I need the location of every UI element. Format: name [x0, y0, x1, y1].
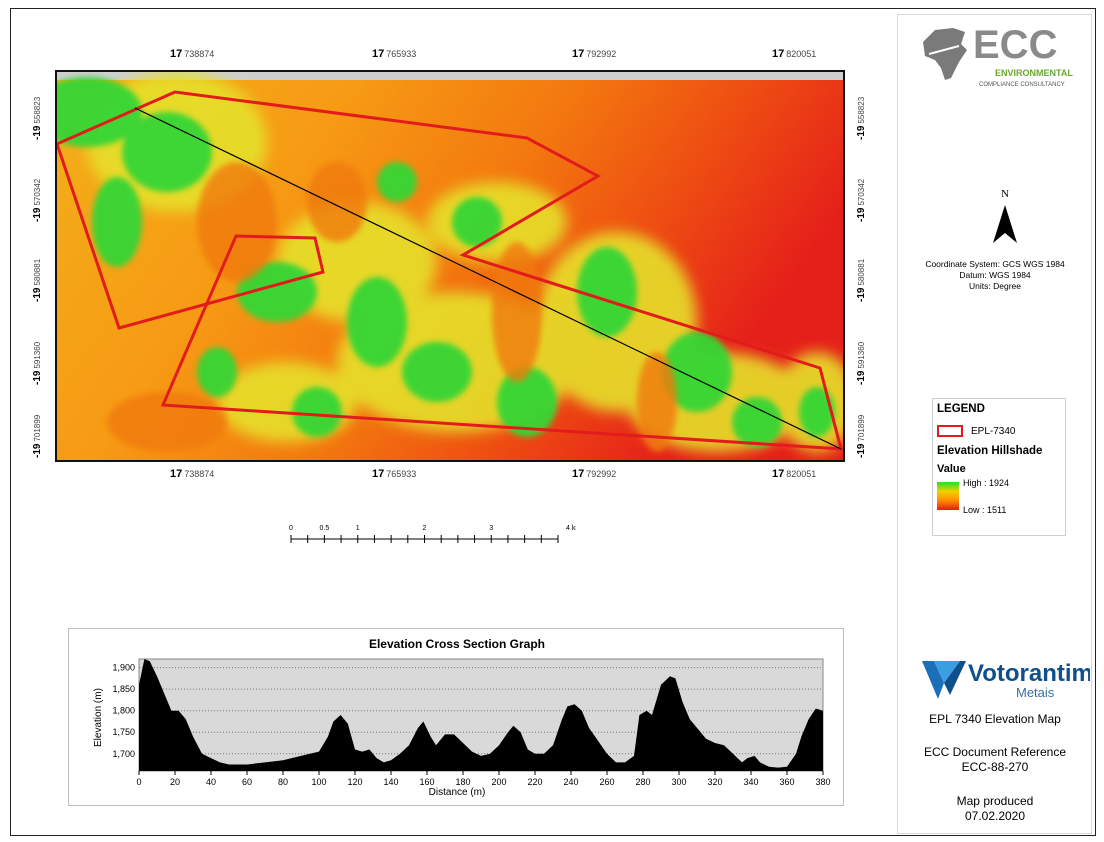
x-tick-label: 100 — [311, 777, 326, 787]
epl-legend-swatch — [937, 425, 963, 437]
bottom-coordinate-tick: 17 738874 — [170, 468, 215, 480]
right-coordinate-tick: -19580881 — [856, 258, 867, 302]
coordinate-info: Coordinate System: GCS WGS 1984 Datum: W… — [905, 259, 1085, 292]
y-tick-label: 1,700 — [112, 749, 135, 759]
right-coordinate-tick: -19701899 — [856, 414, 867, 458]
doc-ref: ECC-88-270 — [961, 760, 1029, 774]
x-tick-label: 220 — [527, 777, 542, 787]
left-coordinate-tick: -19591360 — [32, 341, 43, 385]
x-tick-label: 300 — [671, 777, 686, 787]
bottom-coordinate-tick: 17 765933 — [372, 468, 417, 480]
elevation-raster — [57, 72, 843, 460]
x-axis-label: Distance (m) — [428, 787, 486, 798]
x-tick-label: 0 — [136, 777, 141, 787]
right-coordinate-tick: -19558823 — [856, 96, 867, 140]
x-tick-label: 360 — [779, 777, 794, 787]
north-arrow-icon: N — [990, 185, 1020, 250]
x-tick-label: 260 — [599, 777, 614, 787]
left-coordinate-tick: -19701899 — [32, 414, 43, 458]
cross-section-line — [134, 107, 842, 450]
x-tick-label: 200 — [491, 777, 506, 787]
left-coordinate-tick: -19580881 — [32, 258, 43, 302]
layer-title: Elevation Hillshade — [937, 445, 1043, 457]
x-tick-label: 180 — [455, 777, 470, 787]
y-tick-label: 1,750 — [112, 727, 135, 737]
bottom-coordinate-tick: 17 792992 — [572, 468, 617, 480]
y-axis-label: Elevation (m) — [93, 688, 104, 747]
x-tick-label: 320 — [707, 777, 722, 787]
bottom-coordinate-tick: 17 820051 — [772, 468, 817, 480]
map-title: EPL 7340 Elevation Map — [929, 712, 1061, 726]
ecc-logo-text: ECC — [973, 23, 1057, 67]
value-label: Value — [937, 463, 966, 475]
left-coordinate-tick: -19558823 — [32, 96, 43, 140]
x-tick-label: 280 — [635, 777, 650, 787]
x-tick-label: 140 — [383, 777, 398, 787]
top-coordinate-tick: 17 792992 — [572, 48, 617, 60]
scale-label: 0.5 — [320, 525, 330, 532]
legend-high: High : 1924 — [963, 478, 1010, 488]
svg-text:Votorantim: Votorantim — [968, 660, 1090, 687]
info-panel — [897, 14, 1092, 834]
scale-label: 4 km — [566, 525, 576, 532]
votorantim-logo: Votorantim Metais — [920, 655, 1093, 705]
svg-text:Metais: Metais — [1016, 685, 1055, 700]
legend-title: LEGEND — [937, 403, 985, 415]
x-tick-label: 160 — [419, 777, 434, 787]
x-tick-label: 60 — [242, 777, 252, 787]
elevation-map[interactable] — [55, 70, 845, 462]
legend-low: Low : 1511 — [963, 505, 1007, 515]
x-tick-label: 80 — [278, 777, 288, 787]
x-tick-label: 40 — [206, 777, 216, 787]
scale-label: 3 — [489, 525, 493, 532]
elevation-profile-area — [139, 659, 823, 771]
x-tick-label: 380 — [815, 777, 830, 787]
top-coordinate-tick: 17 738874 — [170, 48, 215, 60]
scale-label: 2 — [423, 525, 427, 532]
top-coordinate-tick: 17 820051 — [772, 48, 817, 60]
coordinate-system: Coordinate System: GCS WGS 1984 — [925, 259, 1065, 269]
elevation-chart: 1,700 1,750 1,800 1,850 1,900 0 20 40 60 80 100 120… — [112, 658, 831, 787]
x-tick-label: 120 — [347, 777, 362, 787]
epl-legend-label: EPL-7340 — [971, 426, 1016, 437]
x-tick-label: 340 — [743, 777, 758, 787]
africa-icon — [923, 28, 967, 80]
x-tick-label: 240 — [563, 777, 578, 787]
left-coordinate-tick: -19570342 — [32, 178, 43, 222]
elevation-color-ramp — [937, 482, 959, 510]
page-frame — [10, 8, 1096, 836]
scale-label: 0 — [289, 525, 293, 532]
graph-title: Elevation Cross Section Graph — [368, 637, 546, 651]
svg-text:ENVIRONMENTAL: ENVIRONMENTAL — [995, 68, 1073, 78]
svg-text:COMPLIANCE CONSULTANCY: COMPLIANCE CONSULTANCY — [979, 82, 1065, 88]
votorantim-mark-icon — [922, 661, 944, 699]
elevation-graph: Elevation Cross Section Graph 1,700 1,750… — [68, 628, 844, 806]
right-coordinate-tick: -19591360 — [856, 341, 867, 385]
produced-date: 07.02.2020 — [964, 809, 1026, 823]
ecc-logo: ECC ENVIRONMENTAL COMPLIANCE CONSULTANCY — [915, 20, 1085, 90]
doc-ref-label: ECC Document Reference — [923, 745, 1067, 759]
x-tick-label: 20 — [170, 777, 180, 787]
scale-bar: 0 0.5 1 2 3 4 km — [286, 520, 581, 550]
y-tick-label: 1,800 — [112, 706, 135, 716]
datum: Datum: WGS 1984 — [959, 270, 1031, 280]
legend: LEGEND EPL-7340 Elevation Hillshade Valu… — [932, 398, 1066, 536]
right-coordinate-tick: -19570342 — [856, 178, 867, 222]
y-tick-label: 1,900 — [112, 663, 135, 673]
produced-label: Map produced — [956, 794, 1034, 808]
svg-text:N: N — [1001, 188, 1009, 200]
top-coordinate-tick: 17 765933 — [372, 48, 417, 60]
y-tick-label: 1,850 — [112, 684, 135, 694]
scale-label: 1 — [356, 525, 360, 532]
units: Units: Degree — [969, 281, 1021, 291]
